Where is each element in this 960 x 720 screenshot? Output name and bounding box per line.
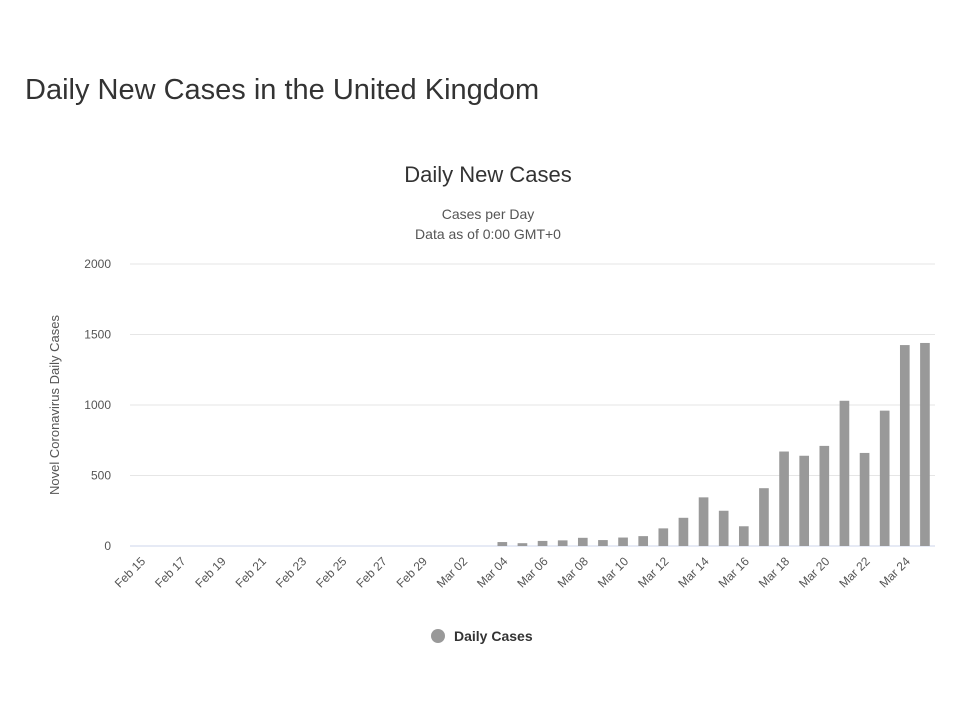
- bar[interactable]: [839, 400, 850, 546]
- bar[interactable]: [879, 410, 890, 546]
- bar[interactable]: [819, 445, 830, 546]
- x-tick-layer: Feb 15 Feb 17 Feb 19 Feb 21 Feb 23 Feb 25 Feb …: [112, 554, 913, 591]
- x-tick-label: Mar 04: [474, 554, 511, 591]
- bar[interactable]: [678, 517, 689, 546]
- bar[interactable]: [517, 543, 528, 546]
- page-title: Daily New Cases in the United Kingdom: [25, 74, 540, 106]
- bar[interactable]: [497, 542, 508, 546]
- bar[interactable]: [859, 452, 870, 546]
- legend-label: Daily Cases: [454, 628, 533, 644]
- x-tick-label: Mar 14: [675, 554, 712, 591]
- bar[interactable]: [738, 526, 749, 546]
- bar[interactable]: [799, 455, 810, 546]
- x-tick-label: Mar 12: [635, 554, 672, 591]
- x-tick-label: Feb 29: [394, 554, 431, 591]
- bar[interactable]: [920, 342, 930, 546]
- legend-marker: [431, 629, 445, 643]
- bar[interactable]: [899, 345, 910, 546]
- bar[interactable]: [698, 497, 709, 546]
- x-tick-label: Feb 21: [233, 554, 270, 591]
- bar[interactable]: [598, 540, 608, 546]
- x-tick-label: Mar 10: [595, 554, 632, 591]
- bar[interactable]: [759, 488, 769, 546]
- bar[interactable]: [638, 536, 649, 546]
- y-tick-label: 1000: [84, 398, 111, 412]
- x-tick-label: Mar 20: [796, 554, 833, 591]
- bar[interactable]: [557, 540, 568, 546]
- x-tick-label: Mar 22: [836, 554, 873, 591]
- bars-layer: [497, 342, 930, 546]
- bar[interactable]: [577, 537, 588, 546]
- x-tick-label: Feb 27: [353, 554, 390, 591]
- bar[interactable]: [618, 537, 628, 546]
- x-tick-label: Mar 16: [716, 554, 753, 591]
- bar[interactable]: [779, 451, 789, 546]
- chart-subtitle-line-1: Cases per Day: [442, 206, 535, 222]
- x-tick-label: Mar 06: [514, 554, 551, 591]
- x-tick-label: Feb 15: [112, 554, 149, 591]
- x-tick-label: Feb 23: [273, 554, 310, 591]
- chart-title: Daily New Cases: [404, 162, 572, 187]
- bar[interactable]: [718, 510, 729, 546]
- chart-subtitle-line-2: Data as of 0:00 GMT+0: [415, 226, 561, 242]
- x-tick-label: Mar 08: [555, 554, 592, 591]
- x-tick-label: Mar 24: [877, 554, 914, 591]
- y-tick-label: 0: [104, 539, 111, 553]
- y-tick-label: 2000: [84, 257, 111, 271]
- bar[interactable]: [658, 528, 669, 546]
- legend[interactable]: Daily Cases: [431, 628, 533, 644]
- x-tick-label: Feb 25: [313, 554, 350, 591]
- y-tick-label: 500: [91, 469, 111, 483]
- x-tick-label: Feb 19: [192, 554, 229, 591]
- x-tick-label: Feb 17: [152, 554, 189, 591]
- y-axis-label: Novel Coronavirus Daily Cases: [47, 315, 62, 495]
- bar[interactable]: [537, 540, 548, 546]
- x-tick-label: Mar 18: [756, 554, 793, 591]
- x-tick-label: Mar 02: [434, 554, 471, 591]
- y-tick-label: 1500: [84, 328, 111, 342]
